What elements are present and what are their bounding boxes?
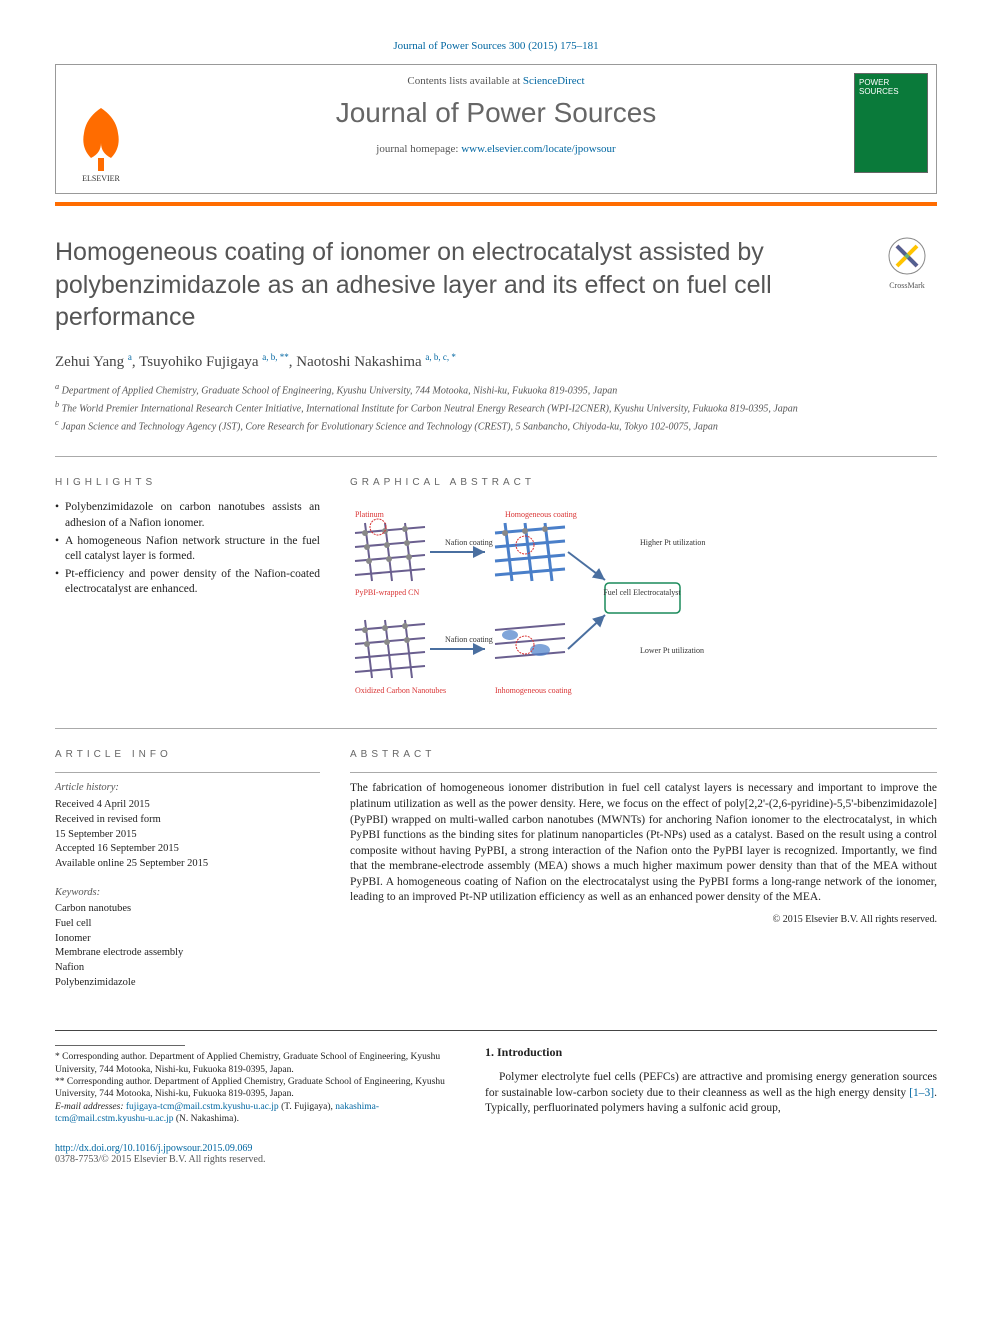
highlights-list: Polybenzimidazole on carbon nanotubes as… (55, 500, 320, 597)
article-title: Homogeneous coating of ionomer on electr… (55, 236, 857, 334)
history-line: Accepted 16 September 2015 (55, 842, 320, 857)
crossmark-icon (887, 236, 927, 276)
highlights-heading: HIGHLIGHTS (55, 477, 320, 488)
history-line: Available online 25 September 2015 (55, 857, 320, 872)
article-info-heading: ARTICLE INFO (55, 749, 320, 760)
citation-line: Journal of Power Sources 300 (2015) 175–… (55, 40, 937, 52)
graphical-abstract-column: GRAPHICAL ABSTRACT Platinu (350, 477, 937, 710)
ga-label-nafion: Nafion coating (445, 538, 493, 547)
introduction-text: Polymer electrolyte fuel cells (PEFCs) a… (485, 1070, 937, 1117)
abstract-heading: ABSTRACT (350, 749, 937, 760)
author-2: Tsuyohiko Fujigaya a, b, ** (139, 354, 289, 370)
ga-top-left-mesh (355, 519, 425, 581)
email-link-1[interactable]: fujigaya-tcm@mail.cstm.kyushu-u.ac.jp (126, 1102, 279, 1112)
graphical-abstract-diagram: Platinum PyPBI-wrapped CN Oxidized Carbo… (350, 505, 720, 705)
header-center: Contents lists available at ScienceDirec… (146, 65, 846, 193)
graphical-abstract-heading: GRAPHICAL ABSTRACT (350, 477, 937, 488)
cover-text: POWER SOURCES (855, 74, 927, 100)
introduction-column: 1. Introduction Polymer electrolyte fuel… (485, 1045, 937, 1125)
corresponding-2: ** Corresponding author. Department of A… (55, 1076, 455, 1101)
corresponding-1: * Corresponding author. Department of Ap… (55, 1051, 455, 1076)
keywords-heading: Keywords: (55, 886, 320, 901)
highlight-item: Pt-efficiency and power density of the N… (55, 567, 320, 598)
author-3: Naotoshi Nakashima a, b, c, * (296, 354, 456, 370)
doi-line: http://dx.doi.org/10.1016/j.jpowsour.201… (55, 1143, 937, 1154)
ga-label-nafion: Nafion coating (445, 635, 493, 644)
contents-available: Contents lists available at ScienceDirec… (156, 75, 836, 87)
ga-label-lower: Lower Pt utilization (640, 646, 704, 655)
footnote-divider (55, 1045, 185, 1046)
ga-label-platinum: Platinum (355, 510, 385, 519)
crossmark-badge[interactable]: CrossMark (877, 236, 937, 290)
corresponding-authors: * Corresponding author. Department of Ap… (55, 1045, 455, 1125)
ga-label-homogeneous: Homogeneous coating (505, 510, 577, 519)
highlights-column: HIGHLIGHTS Polybenzimidazole on carbon n… (55, 477, 320, 710)
history-line: 15 September 2015 (55, 828, 320, 843)
article-info-body: Article history: Received 4 April 2015 R… (55, 781, 320, 990)
journal-header: ELSEVIER Contents lists available at Sci… (55, 64, 937, 194)
history-line: Received 4 April 2015 (55, 798, 320, 813)
journal-cover-thumbnail: POWER SOURCES (854, 73, 928, 173)
doi-link[interactable]: http://dx.doi.org/10.1016/j.jpowsour.201… (55, 1143, 252, 1154)
journal-name: Journal of Power Sources (156, 97, 836, 129)
publisher-logo-area: ELSEVIER (56, 65, 146, 193)
authors-list: Zehui Yang a, Tsuyohiko Fujigaya a, b, *… (55, 352, 937, 371)
ga-label-fuelcell: Fuel cell Electrocatalyst (603, 588, 681, 597)
issn-line: 0378-7753/© 2015 Elsevier B.V. All right… (55, 1154, 937, 1165)
keyword: Fuel cell (55, 917, 320, 932)
ga-arrow (568, 615, 605, 649)
affiliation-c: c Japan Science and Technology Agency (J… (55, 417, 937, 434)
divider (55, 772, 320, 773)
article-info-column: ARTICLE INFO Article history: Received 4… (55, 749, 320, 990)
introduction-heading: 1. Introduction (485, 1045, 937, 1060)
bottom-divider (55, 1030, 937, 1031)
ga-label-inhomogeneous: Inhomogeneous coating (495, 686, 572, 695)
footer-row: * Corresponding author. Department of Ap… (55, 1045, 937, 1125)
ga-arrow (568, 552, 605, 580)
page-container: Journal of Power Sources 300 (2015) 175–… (0, 0, 992, 1205)
title-row: Homogeneous coating of ionomer on electr… (55, 236, 937, 334)
history-line: Received in revised form (55, 813, 320, 828)
info-abstract-row: ARTICLE INFO Article history: Received 4… (55, 749, 937, 990)
divider (350, 772, 937, 773)
abstract-copyright: © 2015 Elsevier B.V. All rights reserved… (350, 914, 937, 925)
cover-thumbnail-area: POWER SOURCES (846, 65, 936, 193)
affiliations: a Department of Applied Chemistry, Gradu… (55, 381, 937, 435)
orange-divider-bar (55, 202, 937, 206)
svg-text:ELSEVIER: ELSEVIER (82, 174, 120, 183)
history-heading: Article history: (55, 781, 320, 796)
keyword: Ionomer (55, 932, 320, 947)
homepage-prefix: journal homepage: (376, 143, 461, 155)
author-1: Zehui Yang a (55, 354, 132, 370)
crossmark-label: CrossMark (877, 281, 937, 290)
ga-label-higher: Higher Pt utilization (640, 538, 705, 547)
abstract-text: The fabrication of homogeneous ionomer d… (350, 781, 937, 905)
abstract-column: ABSTRACT The fabrication of homogeneous … (350, 749, 937, 990)
corresponding-emails: E-mail addresses: fujigaya-tcm@mail.cstm… (55, 1101, 455, 1126)
homepage-link[interactable]: www.elsevier.com/locate/jpowsour (461, 143, 615, 155)
ga-bottom-right-mesh (495, 624, 565, 658)
highlights-ga-row: HIGHLIGHTS Polybenzimidazole on carbon n… (55, 477, 937, 710)
divider (55, 456, 937, 457)
affiliation-a: a Department of Applied Chemistry, Gradu… (55, 381, 937, 398)
journal-homepage: journal homepage: www.elsevier.com/locat… (156, 143, 836, 155)
keyword: Nafion (55, 961, 320, 976)
keyword: Carbon nanotubes (55, 902, 320, 917)
ga-top-right-mesh (495, 523, 565, 581)
divider (55, 728, 937, 729)
reference-link[interactable]: [1–3] (909, 1087, 934, 1099)
highlight-item: Polybenzimidazole on carbon nanotubes as… (55, 500, 320, 531)
ga-label-oxidized: Oxidized Carbon Nanotubes (355, 686, 446, 695)
affiliation-b: b The World Premier International Resear… (55, 399, 937, 416)
ga-bottom-left-mesh (355, 620, 425, 678)
elsevier-logo: ELSEVIER (66, 103, 136, 183)
sciencedirect-link[interactable]: ScienceDirect (523, 75, 585, 87)
highlight-item: A homogeneous Nafion network structure i… (55, 534, 320, 565)
keyword: Polybenzimidazole (55, 976, 320, 991)
ga-label-pypbi: PyPBI-wrapped CN (355, 588, 419, 597)
contents-prefix: Contents lists available at (407, 75, 522, 87)
keyword: Membrane electrode assembly (55, 946, 320, 961)
